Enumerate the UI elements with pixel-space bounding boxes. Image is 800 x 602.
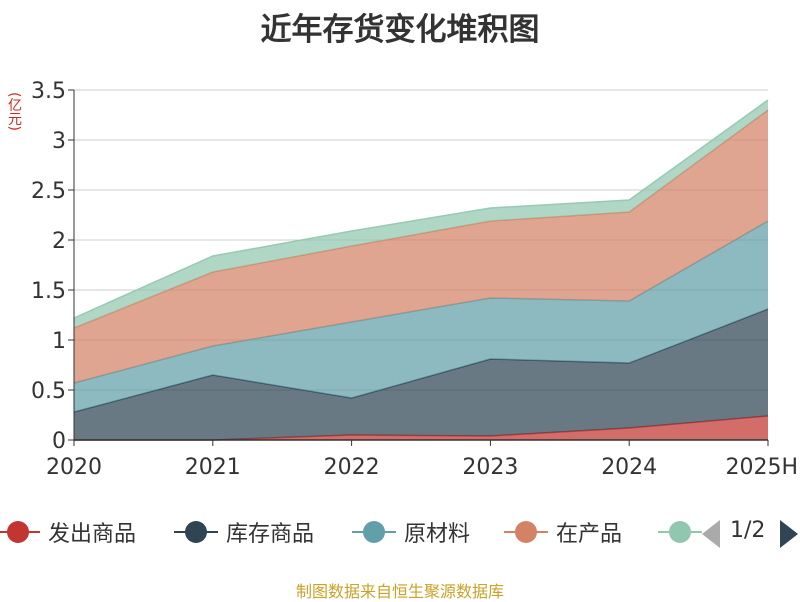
x-tick-label: 2022 [324,455,380,480]
legend-next-page-button[interactable] [780,520,798,548]
legend-item-3[interactable]: 在产品 [504,512,622,552]
legend-label: 发出商品 [48,522,137,547]
x-tick-label: 2024 [601,455,657,480]
legend-label: 原材料 [404,522,471,547]
legend-page-indicator: 1/2 [730,518,766,543]
legend-item-1[interactable]: 库存商品 [174,512,314,552]
x-tick-label: 2025H [725,455,798,480]
y-tick-label: 3 [52,129,66,154]
chart-title: 近年存货变化堆积图 [260,12,540,48]
legend-marker-icon [352,512,396,552]
legend-pager: 1/2 [700,512,800,556]
y-tick-label: 2.5 [31,179,66,204]
area-series-0[interactable] [74,416,768,440]
area-series-1[interactable] [74,309,768,440]
source-note: 制图数据来自恒生聚源数据库 [295,582,504,601]
legend-marker-icon [0,512,40,552]
legend-marker-icon [658,512,702,552]
legend-item-2[interactable]: 原材料 [352,512,470,552]
area-series [73,99,769,441]
legend-marker-icon [504,512,548,552]
legend-item-0[interactable]: 发出商品 [0,512,136,552]
area-series-2[interactable] [74,221,768,412]
y-tick-label: 0 [52,429,66,454]
y-tick-label: 1 [52,329,66,354]
area-series-line-4 [73,99,769,319]
legend-label: 在产品 [556,522,623,547]
x-tick-label: 2020 [46,455,102,480]
y-tick-label: 0.5 [31,379,66,404]
y-tick-label: 3.5 [31,79,66,104]
legend: 发出商品 库存商品 原材料 在产品 [0,512,800,556]
legend-label: 库存商品 [226,522,315,547]
legend-marker-icon [174,512,218,552]
legend-item-4[interactable] [658,512,702,552]
axes: 0 0.5 1 1.5 2 2.5 3 3.5 2020 2021 2022 2023 2024 2025… [31,79,798,480]
y-tick-label: 2 [52,229,66,254]
y-axis-unit-label: (亿元) [6,92,22,131]
y-tick-label: 1.5 [31,279,66,304]
legend-prev-page-button[interactable] [702,520,720,548]
x-tick-label: 2021 [185,455,241,480]
x-tick-label: 2023 [462,455,518,480]
area-series-3[interactable] [74,110,768,383]
